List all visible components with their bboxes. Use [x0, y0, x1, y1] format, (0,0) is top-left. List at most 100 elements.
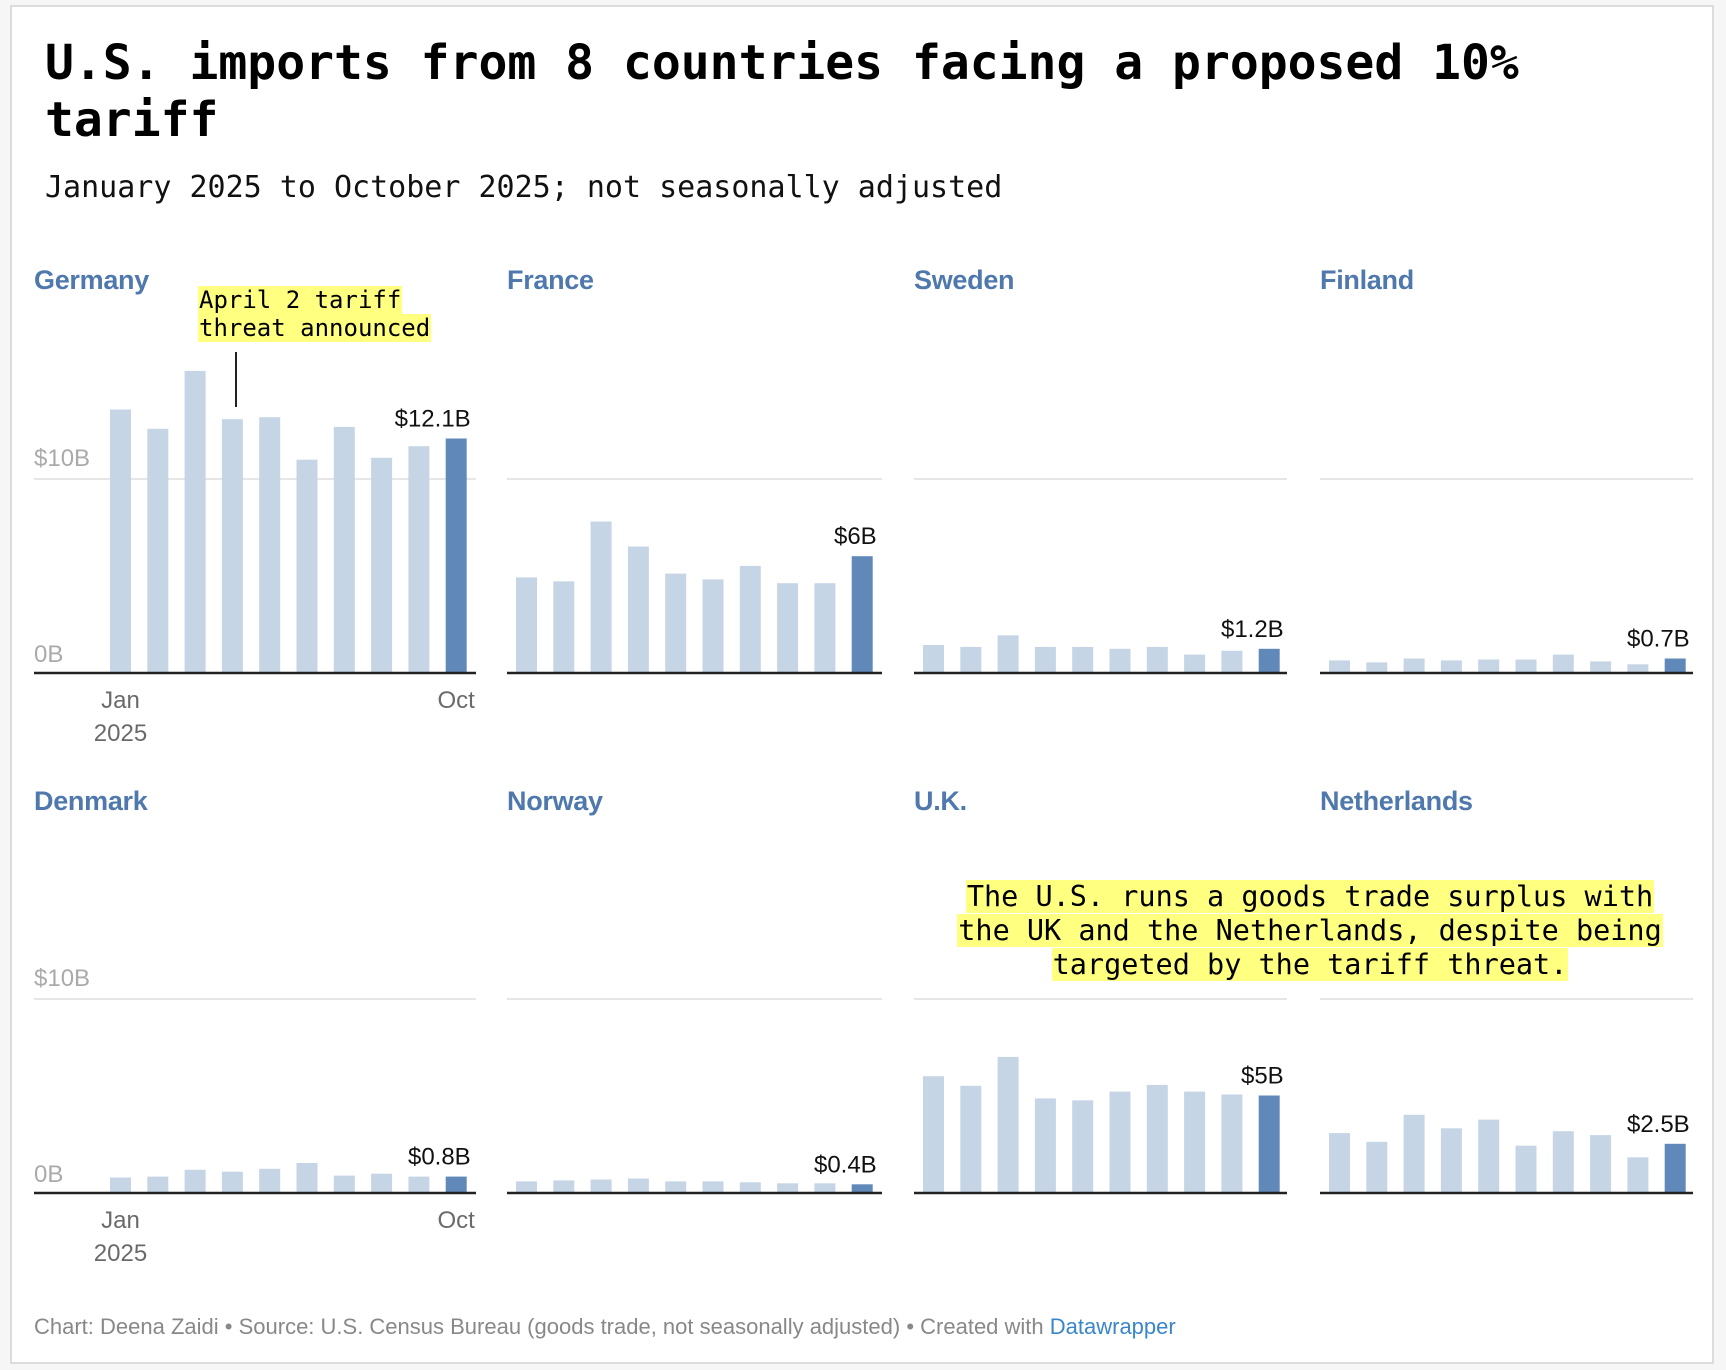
- bar-aug: [777, 1183, 799, 1192]
- bar-jan: [923, 645, 944, 672]
- bar-oct: [1664, 658, 1686, 672]
- bar-feb: [147, 428, 169, 672]
- bar-mar: [1403, 658, 1425, 672]
- bar-may: [259, 417, 281, 672]
- value-label: $0.8B: [408, 1144, 471, 1171]
- bar-oct: [1258, 648, 1280, 672]
- panel-denmark: $10B 0B $0.8B Jan 2025 Oct: [34, 965, 476, 1267]
- y-tick-label: 0B: [34, 641, 63, 668]
- bar-may: [1478, 1119, 1500, 1192]
- bar-apr: [1440, 1128, 1462, 1192]
- bar-may: [1072, 1100, 1094, 1192]
- annotation-trade-surplus: The U.S. runs a goods trade surplus with…: [915, 880, 1705, 982]
- bar-feb: [960, 646, 982, 672]
- panel-title: Sweden: [914, 265, 1015, 295]
- bar-jan: [1329, 660, 1350, 672]
- x-tick-label-year: 2025: [94, 720, 147, 747]
- bar-jun: [1515, 1145, 1537, 1192]
- chart-footer: Chart: Deena Zaidi • Source: U.S. Census…: [34, 1314, 1176, 1340]
- bar-sep: [1627, 1157, 1649, 1192]
- bar-apr: [627, 546, 649, 672]
- bar-oct: [1664, 1143, 1686, 1193]
- panel-norway: $0.4B: [507, 998, 882, 1195]
- bar-jun: [296, 459, 318, 672]
- bar-sep: [408, 446, 430, 672]
- bar-mar: [590, 1179, 612, 1192]
- bar-jul: [333, 1175, 355, 1192]
- bar-aug: [371, 1173, 393, 1192]
- bar-jul: [1146, 646, 1168, 672]
- value-label: $12.1B: [395, 406, 471, 433]
- panel-title: Norway: [507, 786, 603, 816]
- footer-credit: Chart: Deena Zaidi: [34, 1314, 219, 1339]
- bar-feb: [147, 1176, 169, 1192]
- bar-jan: [110, 409, 131, 672]
- panel-title: U.K.: [914, 786, 967, 816]
- panel-title: Germany: [34, 265, 149, 295]
- bar-apr: [627, 1178, 649, 1192]
- bar-sep: [814, 1183, 836, 1192]
- bar-jun: [1515, 659, 1537, 672]
- annotation-line: the UK and the Netherlands, despite bein…: [957, 914, 1663, 947]
- panel-netherlands: $2.5B: [1320, 998, 1693, 1195]
- footer-separator: •: [218, 1314, 239, 1339]
- bar-aug: [1184, 1091, 1206, 1192]
- bar-mar: [997, 1056, 1019, 1192]
- bar-jul: [739, 565, 761, 673]
- bar-jun: [296, 1163, 318, 1192]
- value-label: $6B: [834, 523, 877, 550]
- panel-title: Finland: [1320, 265, 1414, 295]
- annotation-line: targeted by the tariff threat.: [1051, 948, 1569, 981]
- bar-jul: [1552, 654, 1574, 672]
- bar-jan: [516, 577, 537, 672]
- annotation-april-2-tariff: April 2 tariff threat announced: [198, 286, 458, 342]
- bar-mar: [184, 370, 206, 672]
- bar-sep: [1627, 664, 1649, 672]
- bar-oct: [851, 1184, 873, 1192]
- value-label: $0.7B: [1627, 626, 1690, 653]
- bar-aug: [1590, 1135, 1612, 1192]
- datawrapper-link[interactable]: Datawrapper: [1049, 1314, 1176, 1339]
- bar-jan: [516, 1181, 537, 1192]
- bar-apr: [221, 1171, 243, 1192]
- bar-mar: [1403, 1114, 1425, 1192]
- bar-apr: [1034, 646, 1056, 672]
- bar-aug: [1590, 661, 1612, 672]
- bar-apr: [1440, 660, 1462, 672]
- bar-feb: [1366, 662, 1388, 673]
- bar-feb: [1366, 1141, 1388, 1192]
- y-tick-label: 0B: [34, 1161, 63, 1188]
- panel-title: France: [507, 265, 594, 295]
- bar-jun: [1109, 1091, 1131, 1192]
- panel-sweden: $1.2B: [914, 478, 1287, 675]
- chart-subtitle: January 2025 to October 2025; not season…: [45, 170, 1003, 205]
- x-tick-label: Jan: [101, 687, 140, 714]
- bar-sep: [1221, 650, 1243, 672]
- bar-apr: [221, 419, 243, 672]
- panel-germany: $10B 0B $12.1B Jan 2025 Oct: [34, 370, 476, 747]
- y-tick-label: $10B: [34, 965, 90, 992]
- x-tick-label-year: 2025: [94, 1240, 147, 1267]
- bar-oct: [445, 438, 467, 672]
- x-tick-label: Oct: [438, 1207, 476, 1234]
- panel-france: $6B: [507, 478, 882, 675]
- value-label: $1.2B: [1221, 616, 1284, 643]
- footer-separator: •: [900, 1314, 921, 1339]
- bar-oct: [445, 1176, 467, 1192]
- y-tick-label: $10B: [34, 445, 90, 472]
- bar-jul: [739, 1182, 761, 1192]
- bar-jul: [333, 426, 355, 672]
- bar-jul: [1146, 1084, 1168, 1192]
- bar-sep: [814, 583, 836, 672]
- bar-jan: [923, 1076, 944, 1192]
- bar-aug: [371, 457, 393, 672]
- chart-title: U.S. imports from 8 countries facing a p…: [45, 35, 1519, 148]
- bar-sep: [1221, 1094, 1243, 1192]
- annotation-line: threat announced: [198, 314, 432, 342]
- bar-aug: [777, 583, 799, 672]
- bar-jan: [110, 1177, 131, 1192]
- annotation-leader-line: [235, 352, 237, 407]
- bar-oct: [851, 556, 873, 672]
- panel-u-k: $5B: [914, 998, 1287, 1195]
- panel-title: Denmark: [34, 786, 148, 816]
